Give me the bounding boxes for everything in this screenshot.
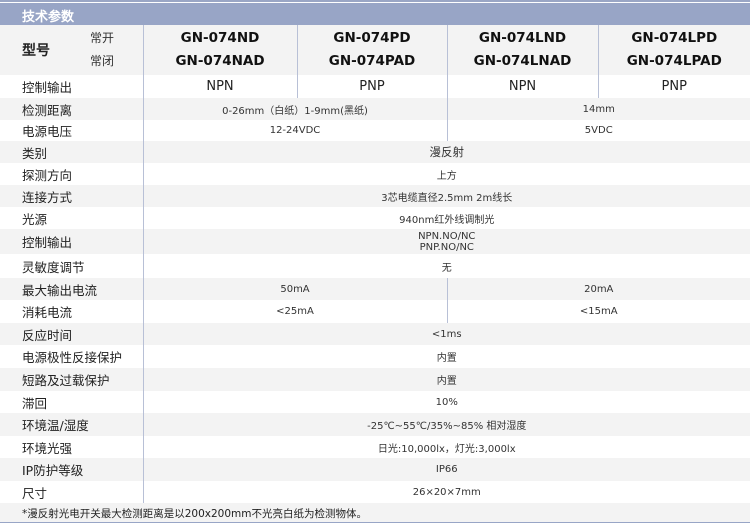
table-row: 类别 漫反射	[0, 141, 750, 163]
table-row: 反应时间 <1ms	[0, 323, 750, 345]
model-cell: GN-074ND GN-074NAD	[143, 25, 297, 75]
table-row: 消耗电流 <25mA <15mA	[0, 300, 750, 323]
footnote: *漫反射光电开关最大检测距离是以200x200mm不光亮白纸为检测物体。	[22, 508, 368, 520]
cell-value: NPN	[143, 75, 297, 98]
table-row: 环境光强 日光:10,000lx，灯光:3,000lx	[0, 436, 750, 458]
cell-value: 14mm	[446, 98, 750, 120]
cell-value: 10%	[143, 391, 750, 413]
table-row: 光源 940nm红外线调制光	[0, 207, 750, 229]
cell-value: <15mA	[446, 300, 750, 323]
table-row: 最大输出电流 50mA 20mA	[0, 278, 750, 300]
model-cell: GN-074PD GN-074PAD	[296, 25, 447, 75]
table-row: 电源极性反接保护 内置	[0, 345, 750, 368]
spec-table: 型号 常开常闭 GN-074ND GN-074NAD GN-074PD GN-074…	[0, 25, 750, 503]
cell-value: <25mA	[143, 300, 447, 323]
row-label: 控制输出	[0, 75, 144, 98]
cell-value: 0-26mm（白纸）1-9mm(黑纸)	[143, 98, 447, 120]
row-label: 反应时间	[0, 323, 144, 345]
cell-value: 26×20×7mm	[143, 481, 750, 503]
footnote-bar: *漫反射光电开关最大检测距离是以200x200mm不光亮白纸为检测物体。	[0, 503, 750, 523]
row-label: 滞回	[0, 391, 144, 413]
table-row: 控制输出 NPN.NO/NC PNP.NO/NC	[0, 229, 750, 254]
table-row: IP防护等级 IP66	[0, 458, 750, 481]
cell-value: -25℃~55℃/35%~85% 相对湿度	[143, 413, 750, 436]
section-title: 技术参数	[22, 10, 75, 25]
cell-value: 5VDC	[446, 120, 750, 141]
row-label: 环境温/湿度	[0, 413, 144, 436]
row-label: 电源电压	[0, 120, 144, 141]
model-cell: GN-074LND GN-074LNAD	[446, 25, 598, 75]
cell-value: 3芯电缆直径2.5mm 2m线长	[143, 185, 750, 207]
row-label: 短路及过载保护	[0, 368, 144, 391]
table-row: 探测方向 上方	[0, 163, 750, 185]
section-header: 技术参数	[0, 3, 750, 25]
no-label: 常开	[90, 31, 115, 45]
cell-value: IP66	[143, 458, 750, 481]
row-label: 连接方式	[0, 185, 144, 207]
row-label: IP防护等级	[0, 458, 144, 481]
row-label: 环境光强	[0, 436, 144, 458]
cell-value: <1ms	[143, 323, 750, 345]
table-row: 连接方式 3芯电缆直径2.5mm 2m线长	[0, 185, 750, 207]
cell-value: PNP	[296, 75, 447, 98]
row-label: 类别	[0, 141, 144, 163]
row-label: 光源	[0, 207, 144, 229]
cell-value: 漫反射	[143, 141, 750, 163]
cell-value: 内置	[143, 345, 750, 368]
table-row: 控制输出 NPN PNP NPN PNP	[0, 75, 750, 98]
row-label: 最大输出电流	[0, 278, 144, 300]
table-row: 灵敏度调节无	[0, 254, 750, 278]
cell-value: 50mA	[143, 278, 447, 300]
row-label: 灵敏度调节	[0, 254, 144, 278]
row-label: 尺寸	[0, 481, 144, 503]
cell-value: 日光:10,000lx，灯光:3,000lx	[143, 436, 750, 458]
cell-value: 无	[143, 254, 750, 278]
table-row: 滞回 10%	[0, 391, 750, 413]
model-cell: GN-074LPD GN-074LPAD	[597, 25, 750, 75]
cell-value: PNP	[597, 75, 750, 98]
row-label: 消耗电流	[0, 300, 144, 323]
cell-value: 上方	[143, 163, 750, 185]
model-row: 型号 常开常闭 GN-074ND GN-074NAD GN-074PD GN-074…	[0, 25, 750, 75]
table-row: 环境温/湿度 -25℃~55℃/35%~85% 相对湿度	[0, 413, 750, 436]
cell-value: 20mA	[446, 278, 750, 300]
cell-value: 12-24VDC	[143, 120, 447, 141]
nc-label: 常闭	[90, 54, 115, 68]
row-label: 电源极性反接保护	[0, 345, 144, 368]
table-row: 检测距离 0-26mm（白纸）1-9mm(黑纸) 14mm	[0, 98, 750, 120]
row-label: 探测方向	[0, 163, 144, 185]
table-row: 电源电压 12-24VDC 5VDC	[0, 120, 750, 141]
top-border	[0, 0, 750, 2]
model-label: 型号	[0, 25, 80, 75]
row-label: 检测距离	[0, 98, 144, 120]
cell-value: NPN.NO/NC PNP.NO/NC	[143, 229, 750, 254]
cell-value: NPN	[446, 75, 598, 98]
cell-value: 内置	[143, 368, 750, 391]
row-label: 控制输出	[0, 229, 144, 254]
cell-value: 940nm红外线调制光	[143, 207, 750, 229]
table-row: 短路及过载保护 内置	[0, 368, 750, 391]
table-row: 尺寸 26×20×7mm	[0, 481, 750, 503]
